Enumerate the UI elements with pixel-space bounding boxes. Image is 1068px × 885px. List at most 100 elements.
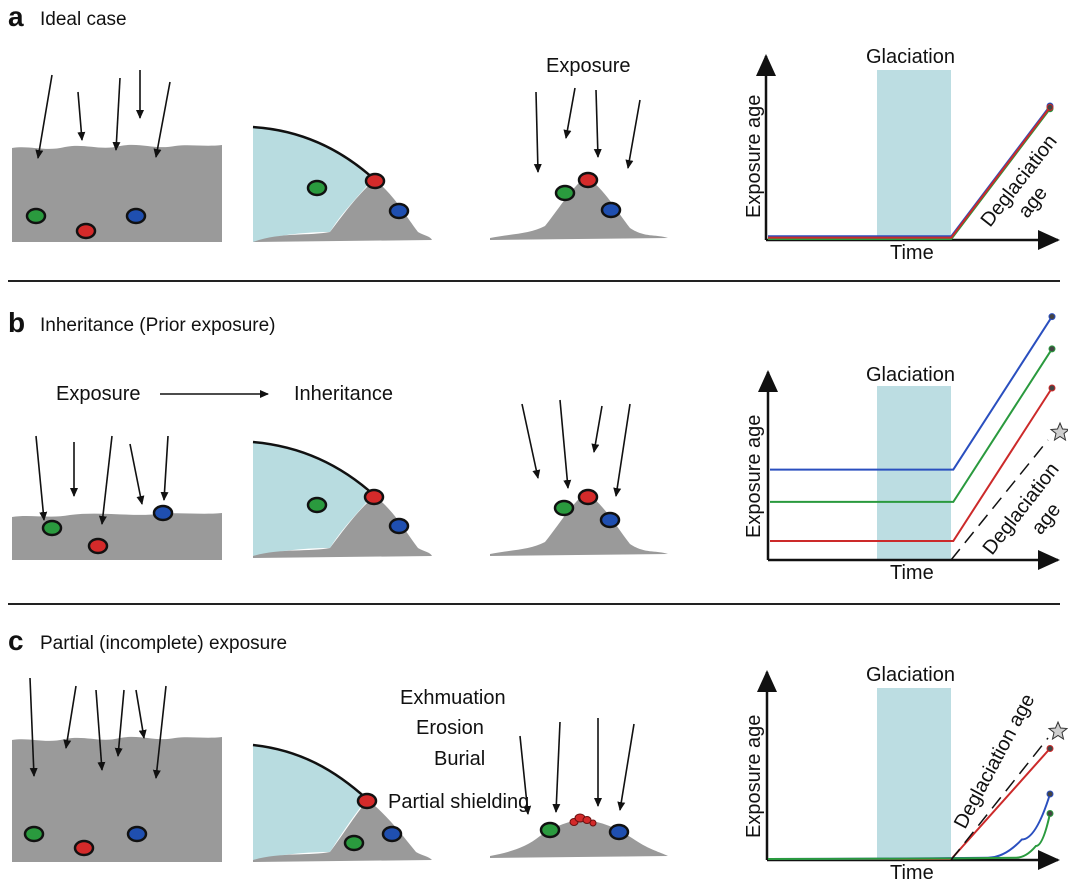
panel-title: Ideal case (40, 9, 127, 30)
cosmic-ray-arrow (613, 403, 631, 497)
rock-scene-buried (12, 70, 222, 242)
clast-green (41, 519, 63, 537)
deglaciation-dashed-line (950, 439, 1049, 561)
exposed-scene: Exposure (490, 55, 668, 240)
glaciation-label: Glaciation (866, 364, 955, 386)
glaciation-band (877, 70, 951, 240)
clast-red (577, 171, 599, 189)
clast-red (363, 488, 385, 506)
panel-letter: b (8, 307, 25, 338)
x-axis-label: Time (890, 242, 934, 264)
glacier-scene (252, 743, 432, 862)
cosmic-ray-arrow (559, 399, 572, 489)
clast-green (23, 825, 45, 843)
series-endpoint-red (1048, 384, 1056, 392)
process-to-label: Inheritance (294, 383, 393, 405)
cosmic-ray-arrow (625, 99, 641, 169)
process-label-erosion: Erosion (416, 717, 484, 739)
glaciation-label: Glaciation (866, 46, 955, 68)
ice-surface-line (252, 125, 376, 181)
x-axis-label: Time (890, 562, 934, 584)
cosmic-ray-arrow (35, 74, 53, 159)
rock-hill (253, 180, 432, 242)
glacier-scene (252, 440, 432, 558)
cosmic-ray-arrow (519, 735, 532, 815)
cosmic-ray-arrow (591, 405, 603, 453)
ice-surface-line (252, 440, 376, 497)
cosmic-ray-arrow (152, 685, 167, 779)
cosmic-ray-arrow (129, 443, 145, 505)
series-endpoint-red (1046, 745, 1054, 752)
clast-green (539, 821, 561, 839)
glacier-scene (252, 125, 432, 242)
clast-blue (381, 825, 403, 843)
exposed-scene: Exhmuation Erosion Burial Partial shield… (388, 687, 668, 858)
clast-green (343, 834, 365, 852)
y-axis-label: Exposure age (743, 715, 765, 838)
clast-green (306, 179, 328, 197)
rock-surface (12, 144, 222, 242)
clast-blue (125, 207, 147, 225)
rock-hill (253, 800, 432, 862)
series-endpoint-blue (1046, 790, 1054, 798)
clast-blue (126, 825, 148, 843)
star-marker (1047, 720, 1068, 741)
cosmic-ray-arrow (98, 435, 113, 525)
panel-c: c Partial (incomplete) exposure Exhmuati… (8, 625, 1068, 884)
clast-green (554, 184, 576, 202)
clast-red (364, 172, 386, 190)
star-marker (1049, 421, 1068, 442)
chart-a: Glaciation Exposure age Time Deglaciatio… (743, 46, 1062, 264)
rock-hill (490, 820, 668, 858)
rock-surface (12, 736, 222, 862)
cosmic-ray-arrow (552, 721, 561, 813)
cosmic-ray-arrow (521, 403, 541, 479)
series-endpoint-green (1048, 345, 1056, 353)
process-from-label: Exposure (56, 383, 141, 405)
cosmic-ray-arrow (617, 723, 635, 811)
rock-surface (12, 513, 222, 560)
series-line-green (770, 348, 1053, 503)
series-line-red (770, 387, 1053, 542)
cosmic-ray-arrow (593, 89, 602, 158)
cosmic-ray-arrow (533, 91, 542, 173)
clast-red (75, 222, 97, 240)
x-axis-label: Time (890, 862, 934, 884)
eroded-red-clast-fragments (569, 813, 597, 827)
ice-body (253, 745, 366, 860)
series-line-red (768, 106, 1051, 239)
exposed-scene (490, 399, 668, 556)
panel-title: Inheritance (Prior exposure) (40, 315, 276, 336)
chart-c: Glaciation Exposure age Time Deglaciatio… (743, 664, 1068, 884)
panel-letter: a (8, 1, 24, 32)
glaciation-label: Glaciation (866, 664, 955, 686)
y-axis-label: Exposure age (743, 95, 765, 218)
panel-title: Partial (incomplete) exposure (40, 633, 287, 654)
cosmic-ray-arrow (135, 689, 147, 739)
deglaciation-dashed-line (950, 737, 1049, 861)
partial-shielding-label: Partial shielding (388, 791, 529, 813)
rock-hill (490, 176, 668, 240)
series-line-green (767, 813, 1051, 860)
cosmic-ray-arrow (95, 689, 106, 771)
clast-red (87, 537, 109, 555)
glaciation-band (877, 688, 951, 860)
cosmic-ray-arrow (114, 689, 125, 757)
series-endpoint-blue (1048, 313, 1056, 321)
process-label-burial: Burial (434, 748, 485, 770)
rock-hill (253, 496, 432, 558)
panel-a: a Ideal case Exposure (8, 1, 1062, 264)
cosmic-ray-arrow (29, 677, 38, 777)
clast-blue (152, 504, 174, 522)
series-line-blue (770, 316, 1053, 471)
glaciation-band (877, 386, 951, 560)
red-fragment (589, 819, 597, 827)
ice-surface-line (252, 743, 369, 801)
rock-scene-buried (12, 677, 222, 862)
panel-b: b Inheritance (Prior exposure) Exposure … (8, 307, 1068, 584)
red-fragment (582, 816, 592, 824)
cosmic-ray-arrow (35, 435, 48, 521)
series-layer (770, 313, 1056, 542)
